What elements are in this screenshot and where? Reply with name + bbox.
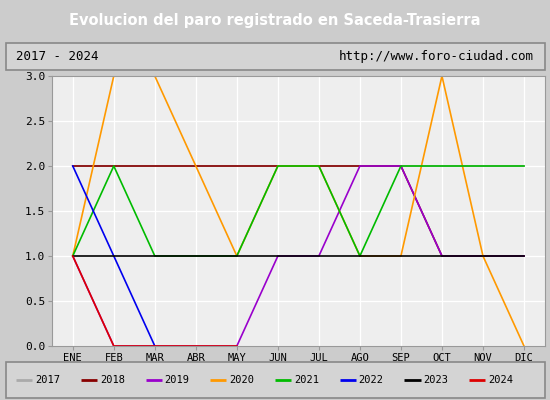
Text: 2023: 2023 bbox=[424, 375, 448, 385]
Text: 2019: 2019 bbox=[164, 375, 190, 385]
Text: Evolucion del paro registrado en Saceda-Trasierra: Evolucion del paro registrado en Saceda-… bbox=[69, 14, 481, 28]
Text: 2022: 2022 bbox=[359, 375, 383, 385]
Text: 2020: 2020 bbox=[229, 375, 254, 385]
Text: 2018: 2018 bbox=[100, 375, 125, 385]
Text: 2017 - 2024: 2017 - 2024 bbox=[16, 50, 99, 63]
Text: http://www.foro-ciudad.com: http://www.foro-ciudad.com bbox=[339, 50, 534, 63]
Text: 2021: 2021 bbox=[294, 375, 319, 385]
Text: 2024: 2024 bbox=[488, 375, 513, 385]
Text: 2017: 2017 bbox=[35, 375, 60, 385]
